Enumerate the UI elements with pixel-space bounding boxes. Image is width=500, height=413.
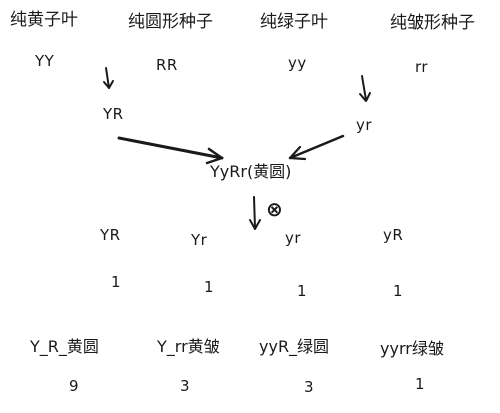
parent-gamete-yr: yr	[356, 116, 373, 134]
f2-phenotype-yellow-wrinkled: Y_rr黄皱	[157, 337, 220, 356]
arrowhead-YR-to-F1	[205, 147, 224, 165]
f1-gamete-yr: yr	[285, 229, 302, 247]
parent-gamete-YR: YR	[103, 105, 124, 123]
f1-gamete-Yr: Yr	[191, 231, 208, 249]
parent-trait-pure-green: 纯绿子叶	[260, 12, 328, 32]
f1-gamete-ratio-yR: 1	[393, 282, 403, 300]
arrow-rr-to-yr	[361, 75, 367, 101]
arrowhead-rr-to-yr	[359, 92, 371, 102]
f1-gamete-YR: YR	[100, 226, 121, 244]
f2-phenotype-green-round: yyR_绿圆	[259, 337, 330, 356]
parent-trait-pure-wrinkled: 纯皱形种子	[390, 13, 475, 33]
arrow-YY-to-YR	[105, 67, 110, 89]
arrow-YR-to-F1	[117, 136, 224, 160]
parent-genotype-YY: YY	[35, 52, 55, 70]
parent-genotype-RR: RR	[156, 56, 178, 74]
f1-genotype: YyRr(黄圆)	[210, 162, 292, 181]
f2-phenotype-yellow-round: Y_R_黄圆	[30, 337, 99, 356]
f2-ratio-yellow-round: 9	[69, 377, 79, 395]
f1-gamete-ratio-yr: 1	[297, 282, 307, 300]
arrowhead-yr-to-F1	[288, 145, 307, 161]
f1-gamete-ratio-YR: 1	[111, 273, 121, 291]
arrowhead-YY-to-YR	[103, 80, 114, 89]
arrow-F1-down	[253, 196, 256, 229]
arrow-yr-to-F1	[288, 134, 345, 160]
parent-genotype-rr: rr	[415, 58, 429, 76]
parent-trait-pure-round: 纯圆形种子	[128, 12, 213, 32]
f2-ratio-yellow-wrinkled: 3	[180, 377, 190, 395]
f2-phenotype-green-wrinkled: yyrr绿皱	[380, 339, 444, 358]
parent-trait-pure-yellow: 纯黄子叶	[10, 10, 78, 30]
parent-genotype-yy: yy	[288, 54, 307, 72]
arrowhead-F1-down	[249, 219, 261, 230]
f1-gamete-ratio-Yr: 1	[204, 278, 214, 296]
f2-ratio-green-wrinkled: 1	[415, 375, 425, 393]
f1-gamete-yR: yR	[383, 226, 404, 244]
selfing-symbol-icon: ⊗	[266, 197, 283, 221]
f2-ratio-green-round: 3	[304, 378, 314, 396]
